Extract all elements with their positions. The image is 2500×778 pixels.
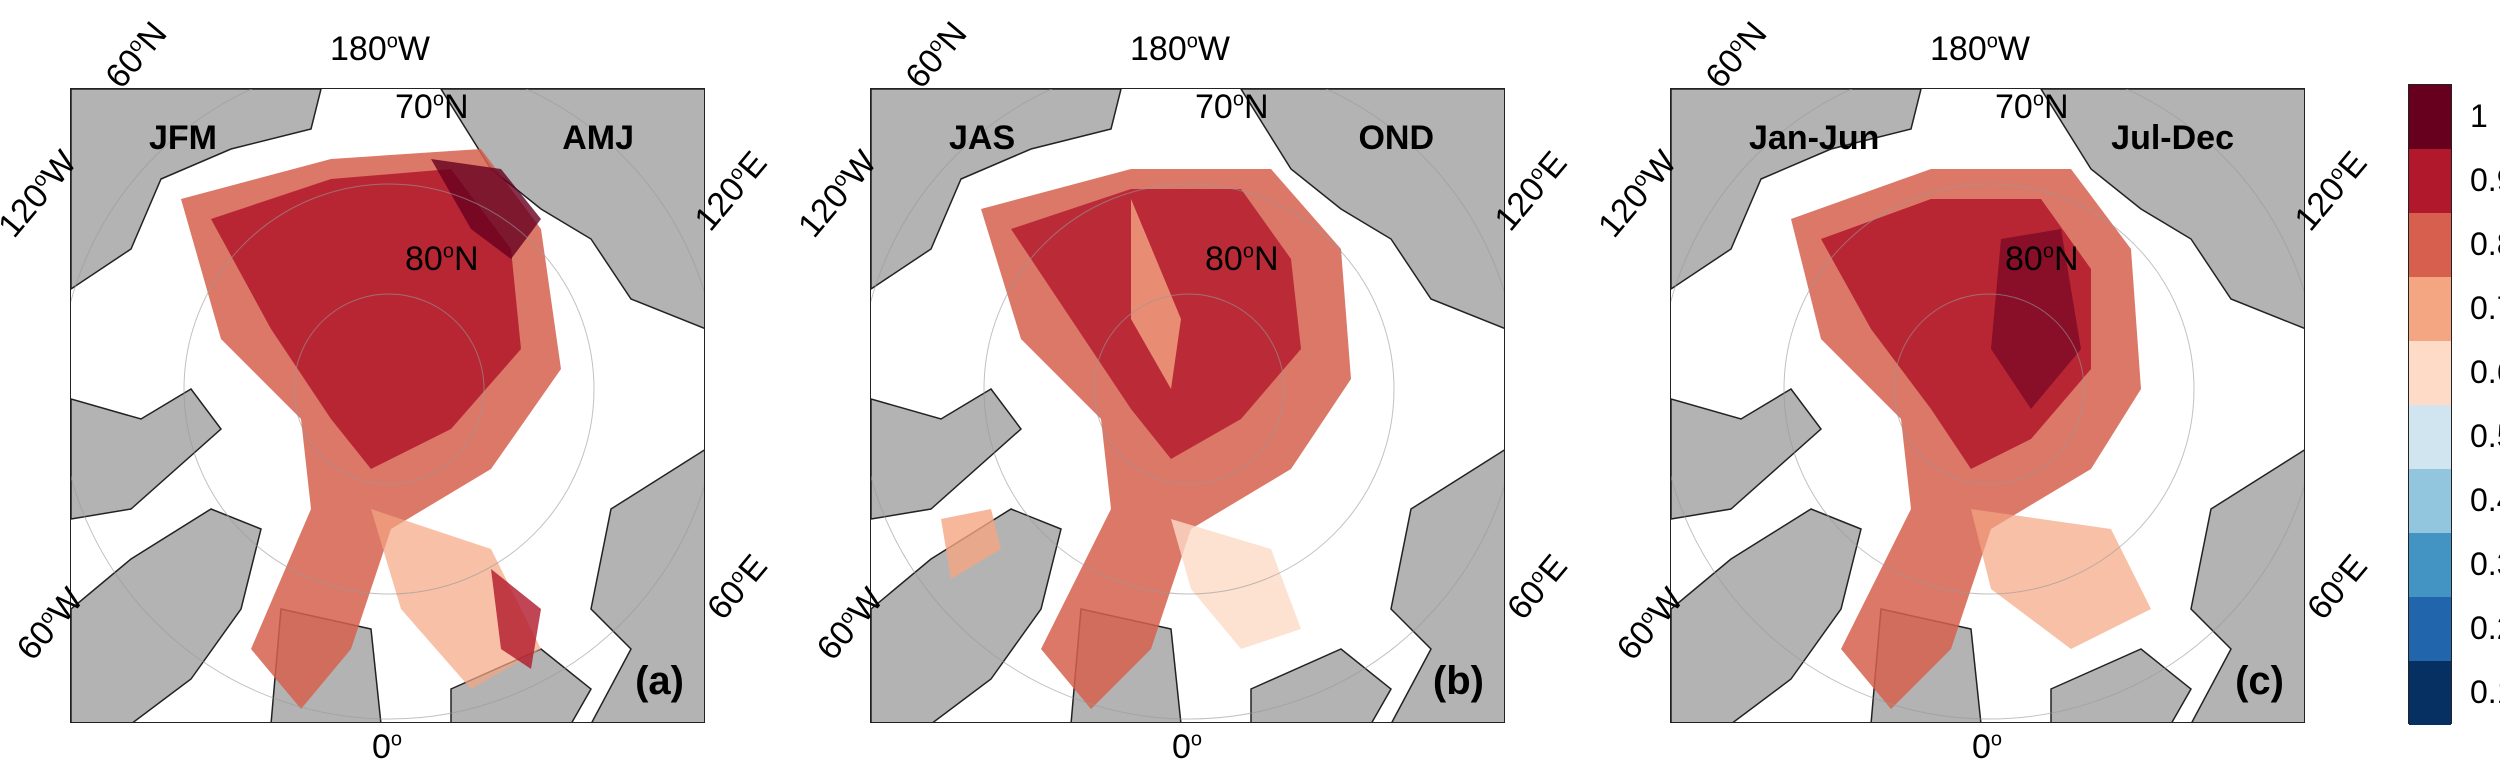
colorbar-segment <box>2409 149 2451 213</box>
panel-b-period-left: JAS <box>949 119 1016 157</box>
label-70n-b: 70oN <box>1195 88 1269 126</box>
map-panel-b: JAS OND (b) <box>870 88 1505 723</box>
panel-a-period-right: AMJ <box>562 119 634 157</box>
colorbar-segment <box>2409 341 2451 405</box>
colorbar-tick-label: 0.3 <box>2470 546 2500 582</box>
sea-ice-field <box>1791 169 2151 709</box>
graticule <box>1671 89 2304 720</box>
sea-ice-field <box>181 149 561 709</box>
label-60e-b: 60oE <box>1499 547 1576 627</box>
sea-ice-field <box>941 169 1351 709</box>
label-180w-b: 180oW <box>1130 30 1230 68</box>
land-masses <box>1671 89 2304 722</box>
map-panel-a: JFM AMJ (a) <box>70 88 705 723</box>
graticule <box>871 89 1504 720</box>
panel-c-period-left: Jan-Jun <box>1749 119 1880 157</box>
colorbar <box>2408 84 2452 725</box>
colorbar-segment <box>2409 213 2451 277</box>
panel-a-tag: (a) <box>635 659 684 703</box>
colorbar-segment <box>2409 661 2451 725</box>
map-b-graphic <box>871 89 1504 722</box>
colorbar-tick-label: 0.8 <box>2470 226 2500 262</box>
panel-c-tag: (c) <box>2235 659 2284 703</box>
map-a-graphic <box>71 89 704 722</box>
panel-b-period-right: OND <box>1358 119 1434 157</box>
label-60e-c: 60oE <box>2299 547 2376 627</box>
label-0-b: 0o <box>1172 728 1203 766</box>
colorbar-segment <box>2409 469 2451 533</box>
panel-b-tag: (b) <box>1432 659 1484 703</box>
colorbar-segment <box>2409 597 2451 661</box>
panel-a-period-left: JFM <box>149 119 217 157</box>
map-panel-c: Jan-Jun Jul-Dec (c) <box>1670 88 2305 723</box>
colorbar-tick-label: 0.1 <box>2470 674 2500 710</box>
colorbar-tick-label: 0.4 <box>2470 482 2500 518</box>
colorbar-segment <box>2409 533 2451 597</box>
colorbar-segment <box>2409 85 2451 149</box>
colorbar-tick-label: 0.6 <box>2470 354 2500 390</box>
label-0-a: 0o <box>372 728 403 766</box>
label-80n-c: 80oN <box>2005 240 2079 278</box>
label-80n-b: 80oN <box>1205 240 1279 278</box>
label-60n-a: 60oN <box>98 14 175 96</box>
label-80n-a: 80oN <box>405 240 479 278</box>
label-70n-a: 70oN <box>395 88 469 126</box>
panel-c-period-right: Jul-Dec <box>2111 119 2234 157</box>
label-60n-b: 60oN <box>898 14 975 96</box>
map-c-graphic <box>1671 89 2304 722</box>
colorbar-tick-label: 0.2 <box>2470 610 2500 646</box>
colorbar-segment <box>2409 277 2451 341</box>
label-0-c: 0o <box>1972 728 2003 766</box>
colorbar-tick-label: 0.5 <box>2470 418 2500 454</box>
graticule <box>71 89 704 720</box>
label-180w-c: 180oW <box>1930 30 2030 68</box>
colorbar-segment <box>2409 405 2451 469</box>
label-60e-a: 60oE <box>699 547 776 627</box>
label-60n-c: 60oN <box>1698 14 1775 96</box>
label-70n-c: 70oN <box>1995 88 2069 126</box>
label-180w-a: 180oW <box>330 30 430 68</box>
colorbar-tick-label: 0.7 <box>2470 290 2500 326</box>
colorbar-tick-label: 0.9 <box>2470 162 2500 198</box>
colorbar-tick-label: 1 <box>2470 98 2488 134</box>
